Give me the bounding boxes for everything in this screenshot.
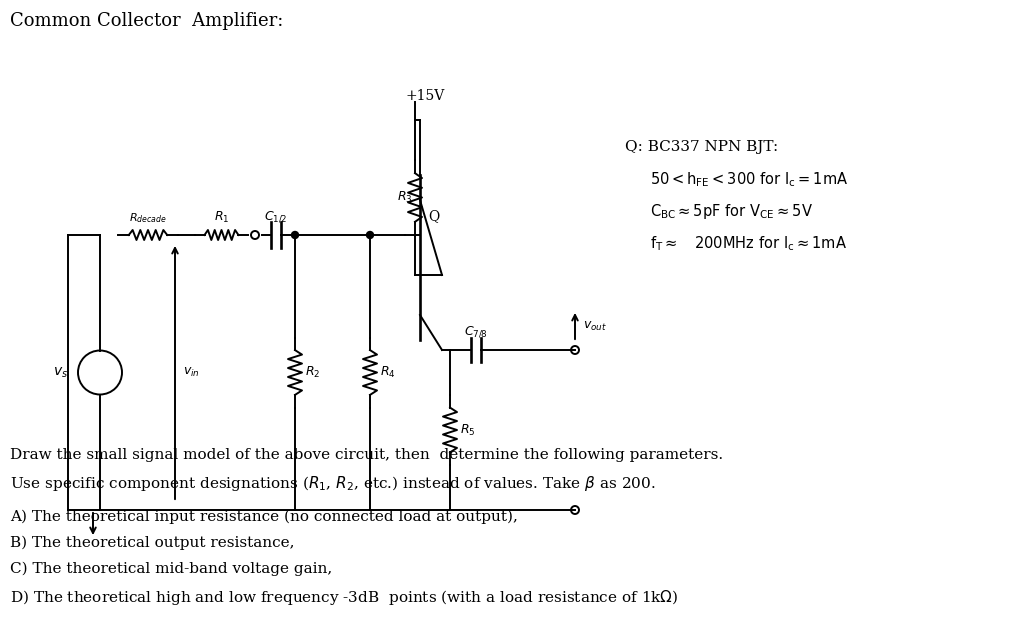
Text: $R_4$: $R_4$ bbox=[380, 365, 395, 380]
Text: $R_3$: $R_3$ bbox=[397, 190, 413, 205]
Text: $R_2$: $R_2$ bbox=[305, 365, 321, 380]
Circle shape bbox=[292, 231, 299, 238]
Text: $v_{in}$: $v_{in}$ bbox=[183, 366, 200, 379]
Text: Draw the small signal model of the above circuit, then  determine the following : Draw the small signal model of the above… bbox=[10, 448, 723, 462]
Text: Q: BC337 NPN BJT:: Q: BC337 NPN BJT: bbox=[625, 140, 778, 154]
Text: C) The theoretical mid-band voltage gain,: C) The theoretical mid-band voltage gain… bbox=[10, 562, 332, 576]
Text: $R_1$: $R_1$ bbox=[214, 210, 229, 225]
Text: Common Collector  Amplifier:: Common Collector Amplifier: bbox=[10, 12, 284, 30]
Text: $\mathrm{f_T} \approx\quad \mathrm{200MHz\ for\ I_c} \approx \mathrm{1mA}$: $\mathrm{f_T} \approx\quad \mathrm{200MH… bbox=[650, 234, 847, 253]
Text: $\mathrm{C_{BC}} \approx \mathrm{5pF\ for\ V_{CE}} \approx \mathrm{5V}$: $\mathrm{C_{BC}} \approx \mathrm{5pF\ fo… bbox=[650, 202, 813, 221]
Text: $v_{out}$: $v_{out}$ bbox=[583, 319, 607, 332]
Text: D) The theoretical high and low frequency -3dB  points (with a load resistance o: D) The theoretical high and low frequenc… bbox=[10, 588, 678, 607]
Text: $v_s$: $v_s$ bbox=[53, 366, 68, 380]
Text: $C_{7/8}$: $C_{7/8}$ bbox=[464, 324, 487, 339]
Text: Q: Q bbox=[428, 209, 439, 223]
Text: Use specific component designations ($R_1$, $R_2$, etc.) instead of values. Take: Use specific component designations ($R_… bbox=[10, 474, 655, 493]
Text: $R_{decade}$: $R_{decade}$ bbox=[129, 211, 167, 225]
Text: B) The theoretical output resistance,: B) The theoretical output resistance, bbox=[10, 536, 295, 551]
Circle shape bbox=[367, 231, 374, 238]
Text: $R_5$: $R_5$ bbox=[460, 423, 475, 438]
Text: +15V: +15V bbox=[406, 89, 444, 103]
Text: A) The theoretical input resistance (no connected load at output),: A) The theoretical input resistance (no … bbox=[10, 510, 518, 524]
Text: $C_{1/2}$: $C_{1/2}$ bbox=[264, 209, 288, 224]
Text: $50 < \mathrm{h_{FE}} < 300\ \mathrm{for}\ \mathrm{I_c} = \mathrm{1mA}$: $50 < \mathrm{h_{FE}} < 300\ \mathrm{for… bbox=[650, 170, 848, 189]
